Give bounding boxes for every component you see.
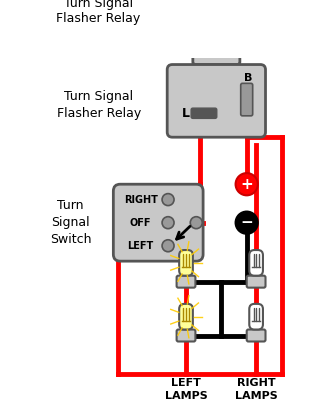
Text: −: − xyxy=(240,215,253,230)
Circle shape xyxy=(162,194,174,206)
FancyBboxPatch shape xyxy=(249,250,263,276)
FancyBboxPatch shape xyxy=(176,330,195,341)
FancyBboxPatch shape xyxy=(179,304,193,330)
Circle shape xyxy=(190,217,202,229)
FancyBboxPatch shape xyxy=(247,330,266,341)
Circle shape xyxy=(236,212,258,234)
Text: OFF: OFF xyxy=(130,218,151,228)
Circle shape xyxy=(162,217,174,229)
Text: RIGHT
LAMPS: RIGHT LAMPS xyxy=(235,378,278,400)
Text: B: B xyxy=(244,73,253,83)
Text: L: L xyxy=(182,107,190,120)
Text: Turn Signal
Flasher Relay: Turn Signal Flasher Relay xyxy=(57,90,141,120)
FancyBboxPatch shape xyxy=(167,65,266,137)
FancyBboxPatch shape xyxy=(193,49,240,65)
FancyBboxPatch shape xyxy=(241,83,253,116)
Circle shape xyxy=(236,173,258,195)
FancyBboxPatch shape xyxy=(113,184,203,261)
Text: LEFT: LEFT xyxy=(128,241,154,251)
Text: LEFT
LAMPS: LEFT LAMPS xyxy=(165,378,207,400)
Circle shape xyxy=(162,240,174,252)
FancyBboxPatch shape xyxy=(191,108,217,118)
Text: +: + xyxy=(240,177,253,192)
FancyBboxPatch shape xyxy=(179,250,193,276)
Text: RIGHT: RIGHT xyxy=(124,195,158,205)
FancyBboxPatch shape xyxy=(176,276,195,288)
FancyBboxPatch shape xyxy=(249,304,263,330)
Text: Turn Signal
Flasher Relay: Turn Signal Flasher Relay xyxy=(57,0,141,25)
Text: Turn
Signal
Switch: Turn Signal Switch xyxy=(50,199,91,246)
FancyBboxPatch shape xyxy=(247,276,266,288)
